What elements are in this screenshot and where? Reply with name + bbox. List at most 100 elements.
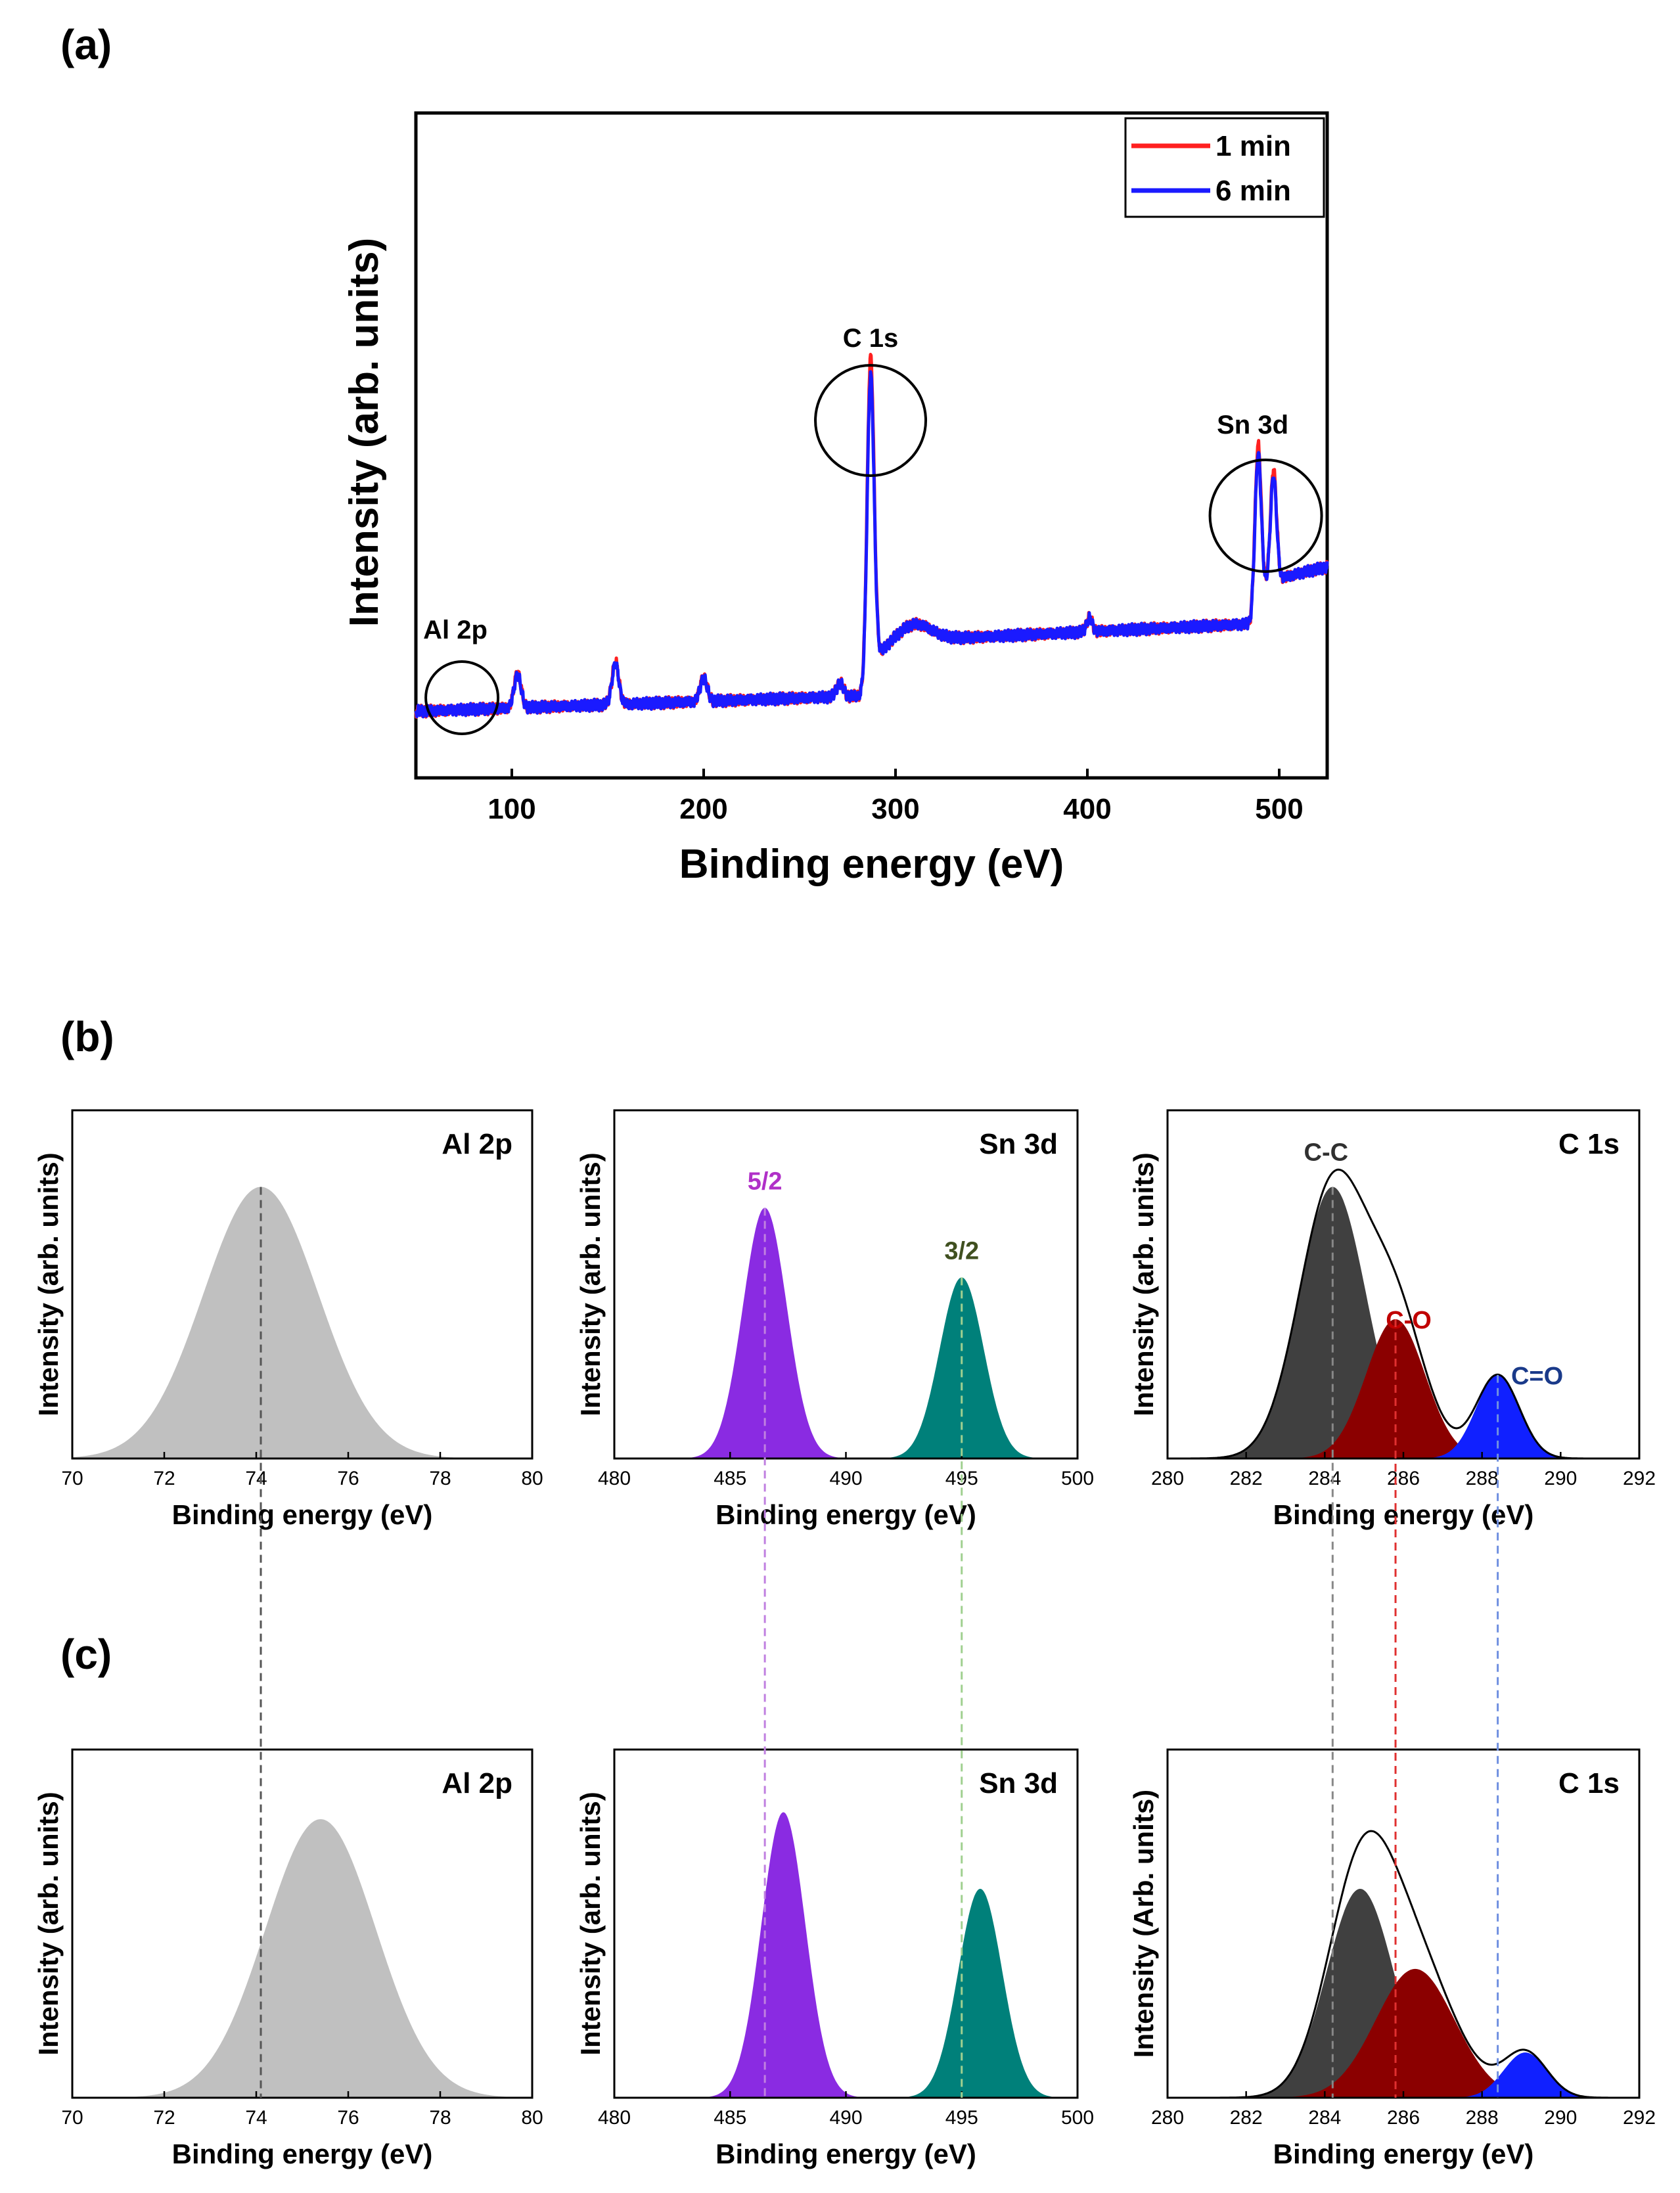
x-tick-label: 80 <box>521 1468 543 1489</box>
x-tick-label: 500 <box>1061 2107 1094 2129</box>
peak-area-1 <box>1168 1968 1639 2098</box>
y-axis-title: Intensity (arb. units) <box>575 1792 606 2055</box>
x-tick-label: 70 <box>61 1468 83 1489</box>
peak-area-0 <box>72 1819 532 2098</box>
y-axis-title: Intensity (arb. units) <box>1128 1152 1159 1416</box>
panel-title: Sn 3d <box>979 1128 1058 1160</box>
panel-title: Sn 3d <box>979 1767 1058 1799</box>
x-axis-title: Binding energy (eV) <box>715 2138 976 2169</box>
x-tick-label: 490 <box>829 1468 862 1489</box>
x-tick-label: 300 <box>871 793 919 825</box>
x-tick-label: 290 <box>1544 1468 1577 1489</box>
x-axis-title: Binding energy (eV) <box>679 842 1064 887</box>
x-tick-label: 70 <box>61 2107 83 2129</box>
c-sn3d-chart: 480 485 490 495 500 Binding energy (eV) Intens… <box>575 1748 1094 2169</box>
annotation-circle-2 <box>1208 459 1323 573</box>
peak-area-1 <box>614 1889 1078 2098</box>
x-tick-label: 286 <box>1387 2107 1420 2129</box>
peak-label-0: 5/2 <box>748 1167 783 1195</box>
x-tick-label: 74 <box>245 1468 267 1489</box>
x-tick-label: 290 <box>1544 2107 1577 2129</box>
survey-spectrum-chart: 100 200 300 400 500 Binding energy (eV) Intens… <box>342 111 1329 887</box>
x-tick-label: 74 <box>245 2107 267 2129</box>
reference-lines <box>260 1187 1499 2098</box>
series-line-6min <box>414 370 1329 719</box>
y-axis-title: Intensity (Arb. units) <box>1128 1790 1159 2058</box>
x-tick-label: 490 <box>829 2107 862 2129</box>
annotation-label-1: C 1s <box>843 324 899 353</box>
legend-label-1: 6 min <box>1215 175 1291 207</box>
x-tick-label: 480 <box>598 2107 631 2129</box>
peak-area-1 <box>1168 1319 1639 1458</box>
x-tick-label: 286 <box>1387 1468 1420 1489</box>
x-tick-label: 500 <box>1255 793 1303 825</box>
x-tick-label: 485 <box>714 1468 746 1489</box>
x-axis-title: Binding energy (eV) <box>172 1499 433 1530</box>
plot-frame <box>71 1748 534 2099</box>
x-tick-label: 500 <box>1061 1468 1094 1489</box>
plot-frame <box>71 1109 534 1460</box>
annotation-circle-1 <box>814 364 928 477</box>
x-tick-label: 480 <box>598 1468 631 1489</box>
c-al2p-chart: 70 72 74 76 78 80 Binding energy (eV) Intensity… <box>33 1748 543 2169</box>
panel-label-c: (c) <box>60 1631 112 1678</box>
y-axis-title: Intensity (arb. units) <box>33 1792 64 2055</box>
x-tick-label: 100 <box>488 793 535 825</box>
panel-label-a: (a) <box>60 21 112 68</box>
panel-title: Al 2p <box>442 1128 512 1160</box>
peak-area-1 <box>614 1277 1078 1458</box>
peak-label-1: 3/2 <box>944 1237 979 1265</box>
legend-label-0: 1 min <box>1215 130 1291 162</box>
x-tick-label: 495 <box>945 2107 978 2129</box>
c-c1s-chart: 280 282 284 286 288 290 292 Binding energy (eV)… <box>1128 1748 1656 2169</box>
x-tick-label: 282 <box>1230 2107 1263 2129</box>
x-tick-label: 288 <box>1466 1468 1499 1489</box>
y-axis-title: Intensity (arb. units) <box>575 1152 606 1416</box>
panel-label-b: (b) <box>60 1013 114 1060</box>
peak-area-0 <box>614 1208 1078 1458</box>
x-tick-label: 280 <box>1151 1468 1184 1489</box>
x-axis-title: Binding energy (eV) <box>172 2138 433 2169</box>
peak-area-0 <box>72 1187 532 1458</box>
plot-frame <box>613 1109 1079 1460</box>
b-c1s-chart: 280 282 284 286 288 290 292 Binding energy (eV)… <box>1128 1109 1656 1530</box>
b-al2p-chart: 70 72 74 76 78 80 Binding energy (eV) Intensity… <box>33 1109 543 1530</box>
x-tick-label: 200 <box>679 793 727 825</box>
peak-label-0: C-C <box>1304 1139 1349 1167</box>
peak-label-1: C-O <box>1386 1307 1432 1334</box>
x-tick-label: 76 <box>337 2107 359 2129</box>
annotation-circle-0 <box>424 660 500 735</box>
x-tick-label: 284 <box>1308 1468 1341 1489</box>
peak-area-0 <box>1168 1187 1639 1458</box>
y-axis-title: Intensity (arb. units) <box>342 238 387 627</box>
x-tick-label: 72 <box>153 1468 175 1489</box>
x-tick-label: 282 <box>1230 1468 1263 1489</box>
x-tick-label: 284 <box>1308 2107 1341 2129</box>
x-tick-label: 76 <box>337 1468 359 1489</box>
panel-title: C 1s <box>1558 1767 1620 1799</box>
x-axis-title: Binding energy (eV) <box>715 1499 976 1530</box>
x-tick-label: 78 <box>429 2107 451 2129</box>
x-tick-label: 292 <box>1623 2107 1656 2129</box>
legend-box <box>1124 117 1325 218</box>
plot-frame <box>414 111 1329 780</box>
x-tick-label: 292 <box>1623 1468 1656 1489</box>
x-tick-label: 288 <box>1466 2107 1499 2129</box>
panel-title: Al 2p <box>442 1767 512 1799</box>
x-axis-title: Binding energy (eV) <box>1273 1499 1534 1530</box>
x-axis-title: Binding energy (eV) <box>1273 2138 1534 2169</box>
peak-area-2 <box>1168 2052 1639 2098</box>
x-tick-label: 72 <box>153 2107 175 2129</box>
x-tick-label: 400 <box>1063 793 1111 825</box>
annotation-label-0: Al 2p <box>423 616 488 644</box>
y-axis-title: Intensity (arb. units) <box>33 1152 64 1416</box>
panel-title: C 1s <box>1558 1128 1620 1160</box>
legend: 1 min 6 min <box>1124 117 1325 218</box>
x-tick-label: 78 <box>429 1468 451 1489</box>
peak-area-2 <box>1168 1374 1639 1458</box>
x-tick-label: 485 <box>714 2107 746 2129</box>
annotation-label-2: Sn 3d <box>1217 411 1288 440</box>
x-tick-label: 80 <box>521 2107 543 2129</box>
